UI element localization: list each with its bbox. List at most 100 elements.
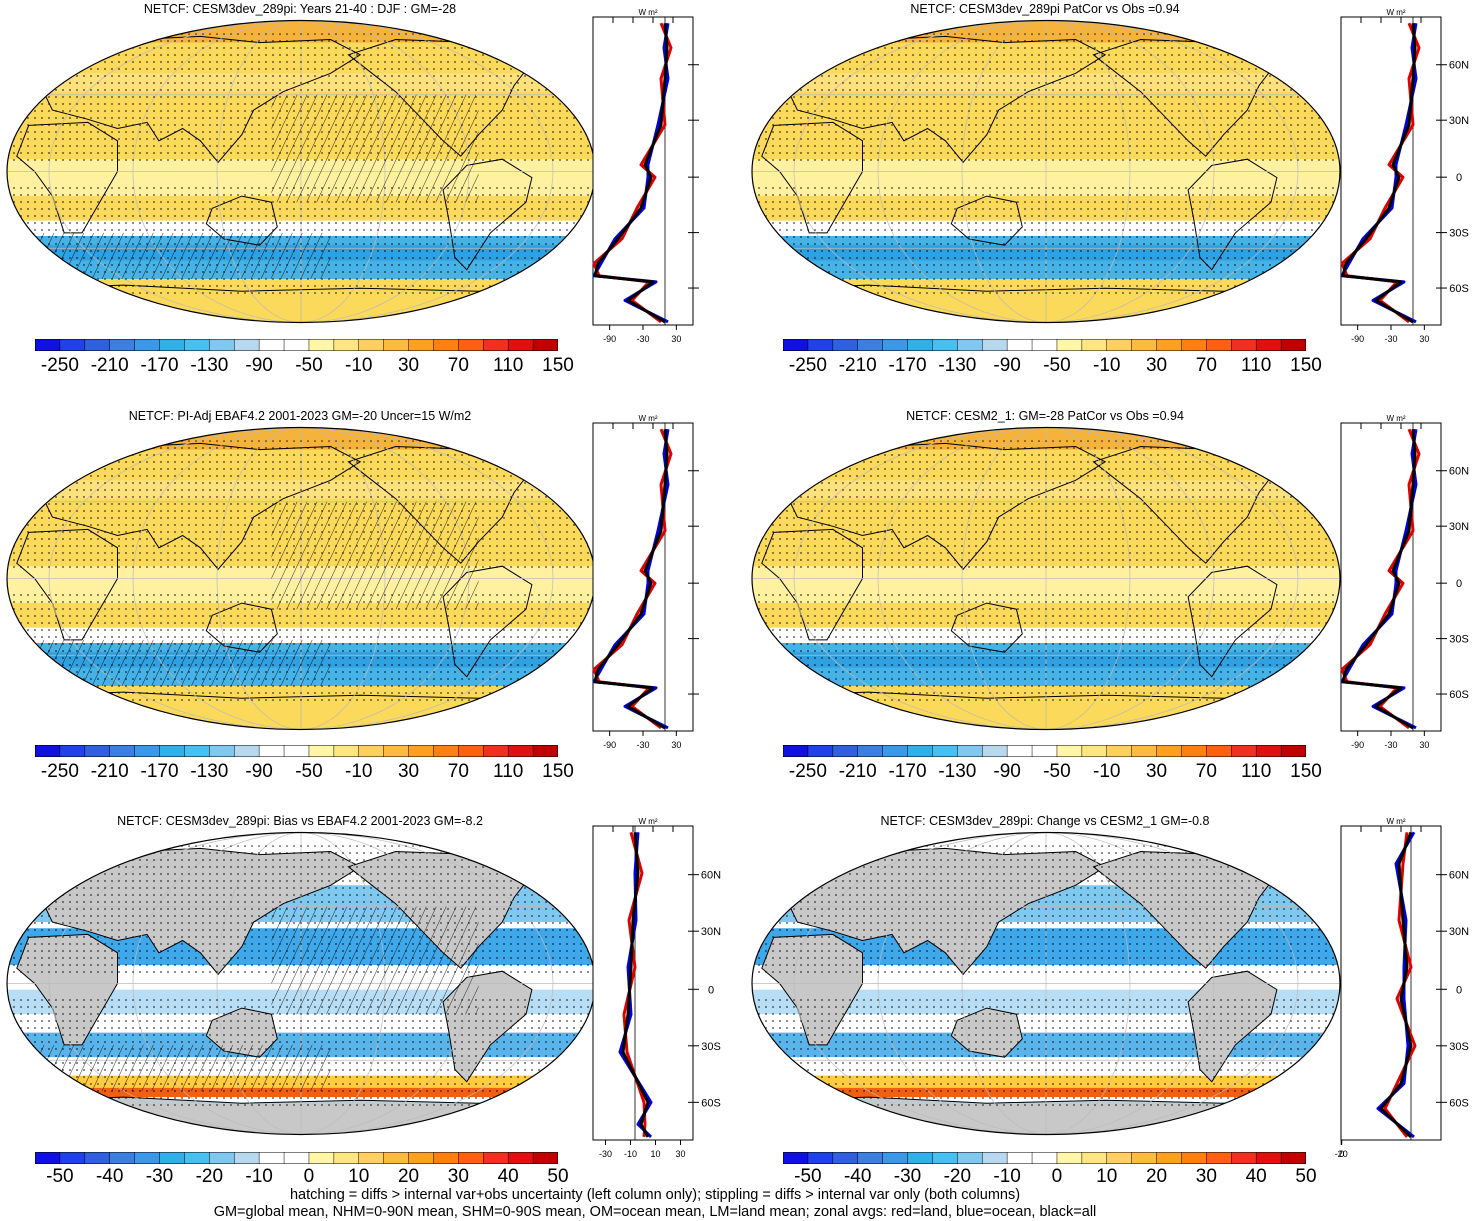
map-panel-4 xyxy=(751,426,1341,731)
colorbar-cell xyxy=(159,339,186,351)
colorbar-cell xyxy=(333,745,360,757)
colorbar-tick-label: -130 xyxy=(938,355,977,376)
colorbar-tick-label: -90 xyxy=(245,355,273,376)
colorbar-tick-label: -10 xyxy=(345,761,373,782)
colorbar-cell xyxy=(957,1152,983,1164)
colorbar-tick-label: -130 xyxy=(190,761,229,782)
profile-lat-label: 60N xyxy=(701,870,721,882)
colorbar-tick-label: 110 xyxy=(1241,355,1272,376)
map-panel-2 xyxy=(751,19,1341,324)
colorbar-cell xyxy=(358,1152,385,1164)
zonal-profile-2: W m² 60N 30N 0 30S 60S -90 -30 30 xyxy=(1340,8,1469,344)
colorbar-tick-label: -90 xyxy=(993,761,1021,782)
colorbar-cell xyxy=(907,339,934,351)
profile-lat-label: 30S xyxy=(1449,228,1469,240)
colorbar-tick-label: -50 xyxy=(1043,761,1071,782)
colorbar-tick-label: -130 xyxy=(190,355,229,376)
colorbar-cell xyxy=(1056,1152,1083,1164)
profile-x-label: -90 xyxy=(603,740,616,750)
profile-lat-label: 60S xyxy=(701,1097,721,1109)
panel-title-3: NETCF: PI-Adj EBAF4.2 2001-2023 GM=-20 U… xyxy=(128,409,472,423)
continent-greenland xyxy=(1234,26,1296,56)
colorbar-cell xyxy=(807,1152,834,1164)
colorbar-cell xyxy=(1156,745,1183,757)
profile-line-ocean xyxy=(1340,428,1418,730)
colorbar-cell xyxy=(1206,339,1233,351)
colorbar-cell xyxy=(1006,745,1033,757)
colorbar-cell xyxy=(308,745,335,757)
colorbar-cell xyxy=(109,745,136,757)
colorbar-tick-label: -210 xyxy=(90,355,129,376)
colorbar-tick-label: -170 xyxy=(140,355,179,376)
colorbar-tick-label: 40 xyxy=(1245,1166,1267,1187)
profile-lat-label: 30N xyxy=(701,926,721,938)
colorbar-labels-5: -50 -40 -30 -20 -10 0 10 20 30 40 50 xyxy=(35,1166,568,1188)
colorbar-cell xyxy=(857,1152,884,1164)
colorbar-cell xyxy=(783,339,809,351)
colorbar-cell xyxy=(1280,339,1306,351)
colorbar-tick-label: -40 xyxy=(95,1166,124,1187)
colorbar-cell xyxy=(783,745,809,757)
zonal-profile-5: W m² 60N 30N 0 30S 60S -30 -10 10 30 xyxy=(592,817,721,1159)
continent-greenland xyxy=(1234,433,1296,463)
colorbar-tick-label: 10 xyxy=(1096,1166,1118,1187)
profile-x-label: 30 xyxy=(671,740,681,750)
colorbar-tick-label: -250 xyxy=(40,761,79,782)
colorbar-cell xyxy=(1231,1152,1257,1164)
colorbar-cell xyxy=(1056,339,1083,351)
profile-x-label: -30 xyxy=(636,334,649,344)
hatching-pacific xyxy=(271,906,479,1015)
colorbar-cell xyxy=(1106,339,1133,351)
colorbar-tick-label: 150 xyxy=(542,355,574,376)
colorbar-cell xyxy=(957,745,983,757)
colorbar-tick-label: -50 xyxy=(295,761,323,782)
colorbar-cell xyxy=(134,1152,161,1164)
colorbar-tick-label: -10 xyxy=(1093,355,1121,376)
colorbar-cell xyxy=(1081,1152,1108,1164)
profile-x-label: -30 xyxy=(599,1149,612,1159)
stippling-south xyxy=(752,998,1340,1107)
colorbar-tick-label: 110 xyxy=(1241,761,1272,782)
colorbar-4 xyxy=(783,745,1306,757)
profile-lat-label: 30N xyxy=(1449,926,1469,938)
colorbar-cell xyxy=(1181,745,1208,757)
stippling-south xyxy=(752,593,1340,702)
colorbar-cell xyxy=(832,745,859,757)
colorbar-tick-label: 0 xyxy=(1051,1166,1063,1187)
colorbar-cell xyxy=(383,745,410,757)
profile-line-all xyxy=(1341,23,1417,324)
colorbar-tick-label: -130 xyxy=(938,761,977,782)
colorbar-cell xyxy=(159,1152,186,1164)
colorbar-tick-label: 110 xyxy=(493,761,524,782)
colorbar-cell xyxy=(1255,745,1282,757)
colorbar-tick-label: 30 xyxy=(1145,761,1168,782)
colorbar-cell xyxy=(532,1152,558,1164)
colorbar-tick-label: -50 xyxy=(295,355,323,376)
colorbar-tick-label: -210 xyxy=(90,761,129,782)
colorbar-tick-label: 150 xyxy=(542,761,574,782)
profile-frame xyxy=(1340,16,1442,326)
profile-lat-label: 60S xyxy=(1449,1097,1469,1109)
hatching-southern xyxy=(7,1044,331,1091)
map-panel-5 xyxy=(6,831,596,1136)
continent-greenland xyxy=(489,433,551,463)
colorbar-cell xyxy=(1131,339,1158,351)
colorbar-cell xyxy=(333,339,360,351)
colorbar-cell xyxy=(184,339,211,351)
map-panel-1 xyxy=(6,19,596,324)
colorbar-cell xyxy=(1206,745,1233,757)
colorbar-tick-label: 50 xyxy=(1295,1166,1317,1187)
colorbar-cell xyxy=(159,745,186,757)
colorbar-cell xyxy=(458,339,485,351)
profile-x-label: 30 xyxy=(675,1149,685,1159)
colorbar-cell xyxy=(433,339,460,351)
profile-x-label: 0 xyxy=(1339,1149,1344,1159)
profile-line-ocean xyxy=(1340,22,1418,324)
colorbar-2 xyxy=(783,339,1306,351)
colorbar-labels-6: -50 -40 -30 -20 -10 0 10 20 30 40 50 xyxy=(783,1166,1316,1188)
profile-lat-label: 0 xyxy=(1456,172,1462,184)
colorbar-1 xyxy=(35,339,558,351)
colorbar-cell xyxy=(1156,339,1183,351)
